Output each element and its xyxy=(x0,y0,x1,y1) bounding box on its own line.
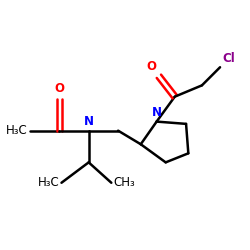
Text: CH₃: CH₃ xyxy=(113,176,135,189)
Text: N: N xyxy=(152,106,162,119)
Text: N: N xyxy=(84,115,94,128)
Text: H₃C: H₃C xyxy=(38,176,60,189)
Text: H₃C: H₃C xyxy=(6,124,28,137)
Text: Cl: Cl xyxy=(222,52,235,65)
Text: O: O xyxy=(54,82,64,95)
Text: O: O xyxy=(146,60,156,73)
